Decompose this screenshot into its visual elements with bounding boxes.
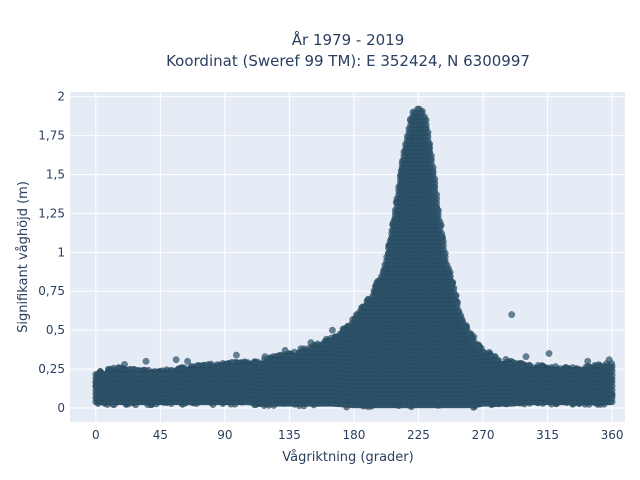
chart-subtitle: Koordinat (Sweref 99 TM): E 352424, N 63… — [166, 52, 530, 70]
chart-title: År 1979 - 2019 — [292, 30, 405, 49]
scatter-points — [92, 105, 616, 411]
